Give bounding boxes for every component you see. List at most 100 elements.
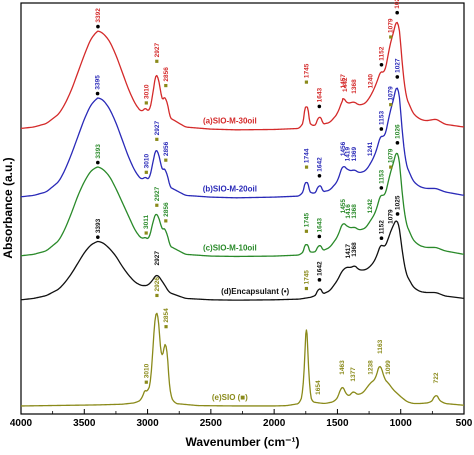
x-tick-label-3000: 3000 bbox=[136, 418, 159, 429]
peak-label: 1654 bbox=[315, 380, 322, 395]
peak-marker-square bbox=[144, 170, 148, 174]
peak-marker-dot bbox=[379, 236, 384, 241]
peak-label: 2856 bbox=[163, 141, 170, 156]
peak-label: 1368 bbox=[351, 79, 358, 94]
series-0: (a)SIO-M-30oil 3392 3010 2927 2856 1745 1643 14… bbox=[20, 0, 465, 131]
series-label-2: (c)SIO-M-10oil bbox=[203, 243, 257, 252]
peak-marker-square bbox=[144, 231, 148, 235]
peak-label: 3011 bbox=[143, 215, 150, 229]
x-axis-ticks: 4000 3500 3000 2500 2000 1500 1000 500 bbox=[10, 409, 473, 429]
series-line-4 bbox=[20, 312, 465, 407]
peak-marker-dot bbox=[317, 234, 322, 239]
peak-label: 1163 bbox=[377, 339, 384, 353]
peak-label: 1079 bbox=[388, 86, 395, 101]
peak-label: 1242 bbox=[367, 199, 374, 214]
peak-label: 2854 bbox=[163, 308, 170, 323]
peak-marker-square bbox=[144, 101, 148, 105]
peak-label: 1745 bbox=[303, 63, 310, 78]
peak-marker-square bbox=[164, 325, 168, 329]
peak-label: 1079 bbox=[388, 209, 395, 224]
peak-marker-dot bbox=[395, 75, 400, 79]
peak-label: 1642 bbox=[316, 157, 323, 172]
series-label-0: (a)SIO-M-30oil bbox=[203, 117, 257, 126]
peak-marker-square bbox=[304, 165, 309, 169]
peak-label: 1442 bbox=[342, 77, 349, 92]
series-label-3: (d)Encapsulant (•) bbox=[221, 287, 289, 296]
peak-label: 1419 bbox=[345, 147, 352, 162]
peak-marker-dot bbox=[95, 91, 100, 96]
peak-label: 1240 bbox=[367, 74, 374, 89]
peak-label: 2927 bbox=[154, 42, 161, 57]
peak-label: 2927 bbox=[154, 121, 161, 136]
x-tick-label-2000: 2000 bbox=[263, 418, 286, 429]
peak-marker-square bbox=[155, 59, 159, 63]
x-tick-label-1500: 1500 bbox=[326, 418, 349, 429]
peak-label: 1369 bbox=[351, 147, 358, 162]
x-axis-title: Wavenumber (cm⁻¹) bbox=[186, 435, 300, 449]
peak-label: 1642 bbox=[316, 261, 323, 276]
peak-marker-dot bbox=[379, 62, 384, 67]
peak-label: 1153 bbox=[378, 110, 385, 124]
peak-label: 1643 bbox=[316, 218, 323, 233]
peak-marker-square bbox=[164, 219, 168, 223]
peak-label: 1099 bbox=[385, 360, 392, 375]
peak-label: 3395 bbox=[95, 75, 102, 90]
peak-label: 2856 bbox=[163, 67, 170, 82]
peak-marker-dot bbox=[395, 10, 399, 15]
peak-marker-dot bbox=[96, 160, 100, 165]
peak-label: 2927 bbox=[154, 251, 161, 266]
peak-marker-square bbox=[304, 229, 309, 233]
peak-marker-square bbox=[164, 158, 168, 162]
peak-label: 1152 bbox=[378, 220, 385, 234]
peak-marker-square bbox=[304, 80, 309, 84]
peak-marker-dot bbox=[395, 141, 400, 145]
peak-label: 1238 bbox=[368, 360, 375, 375]
peak-marker-square bbox=[389, 103, 393, 107]
peak-label: 2926 bbox=[154, 277, 161, 292]
peak-label: 1745 bbox=[303, 270, 310, 285]
series-line-2 bbox=[20, 152, 465, 258]
peak-label: 1745 bbox=[303, 212, 310, 227]
peak-marker-square bbox=[304, 286, 309, 291]
x-tick-label-2500: 2500 bbox=[200, 418, 223, 429]
peak-marker-square bbox=[155, 203, 159, 207]
peak-label: 2856 bbox=[163, 202, 170, 217]
series-line-1 bbox=[20, 87, 465, 199]
series-line-3 bbox=[20, 220, 465, 301]
peak-marker-square bbox=[155, 137, 159, 141]
peak-label: 1153 bbox=[378, 169, 385, 183]
peak-label: 1079 bbox=[388, 18, 395, 33]
peak-label: 1457 bbox=[340, 74, 347, 89]
peak-label: 3010 bbox=[143, 84, 150, 99]
peak-label: 1027 bbox=[394, 58, 401, 73]
peak-label: 1455 bbox=[340, 199, 347, 214]
series-label-1: (b)SIO-M-20oil bbox=[203, 185, 257, 194]
peak-marker-square bbox=[389, 35, 393, 39]
peak-label: 1026 bbox=[394, 124, 401, 139]
y-axis-title: Absorbance (a.u.) bbox=[1, 157, 15, 258]
peak-label: 3010 bbox=[143, 153, 150, 168]
x-tick-label-3500: 3500 bbox=[73, 418, 96, 429]
peak-label: 1152 bbox=[378, 46, 385, 60]
peak-marker-square bbox=[164, 83, 168, 88]
peak-marker-dot bbox=[379, 186, 384, 190]
peak-label: 1028 bbox=[394, 0, 401, 9]
peak-marker-dot bbox=[395, 212, 400, 216]
peak-label: 1417 bbox=[345, 244, 352, 259]
series-4: (e)SIO (■) 3010 2926 2854 1745 1654 1463 1377 12… bbox=[20, 270, 465, 407]
peak-label: 1368 bbox=[351, 204, 358, 219]
series-label-4: (e)SIO (■) bbox=[212, 393, 248, 402]
peak-label: 1368 bbox=[351, 242, 358, 257]
peak-label: 3010 bbox=[143, 363, 150, 378]
x-tick-label-1000: 1000 bbox=[390, 418, 413, 429]
peak-label: 1463 bbox=[339, 360, 346, 375]
peak-marker-dot bbox=[317, 278, 322, 282]
peak-label: 3393 bbox=[95, 144, 102, 159]
peak-marker-dot bbox=[379, 127, 384, 131]
peak-marker-dot bbox=[317, 173, 322, 178]
peak-marker-square bbox=[155, 293, 159, 298]
